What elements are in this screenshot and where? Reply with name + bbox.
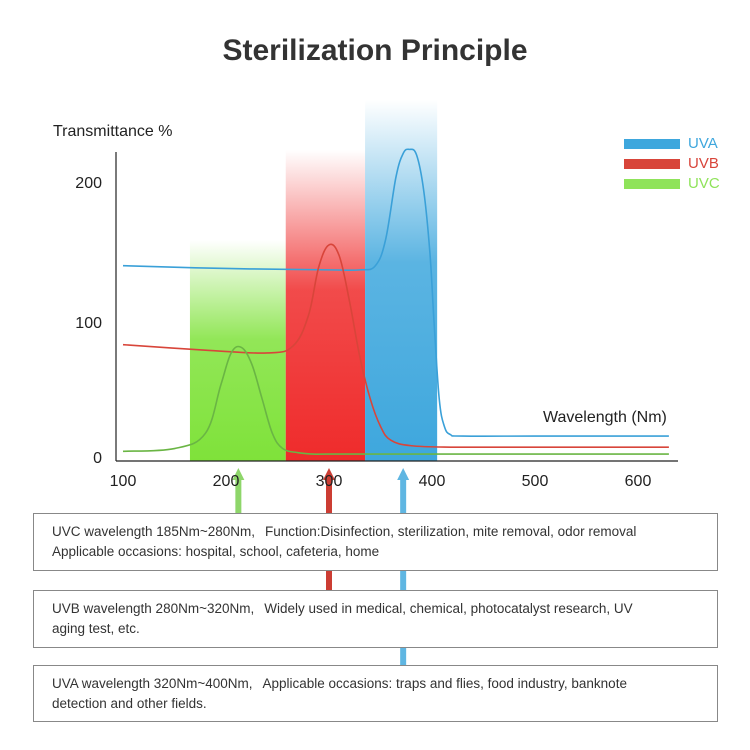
uva-wavelength-text: UVA wavelength 320Nm~400Nm,	[52, 676, 253, 691]
y-tick-label: 0	[93, 450, 102, 467]
uvb-wavelength-text: UVB wavelength 280Nm~320Nm,	[52, 601, 255, 616]
series-line-uvc	[122, 345, 669, 455]
band-uvb	[285, 150, 366, 461]
uvb-usage-text: Widely used in medical, chemical, photoc…	[264, 601, 633, 616]
legend-label: UVC	[688, 175, 720, 192]
uva-occasions-text-continued: detection and other fields.	[52, 696, 207, 711]
uvb-usage-text-continued: aging test, etc.	[52, 621, 140, 636]
uvc-wavelength-text: UVC wavelength 185Nm~280Nm,	[52, 524, 255, 539]
arrow-uva	[397, 468, 410, 665]
legend-swatch	[624, 139, 680, 149]
x-axis-label: Wavelength (Nm)	[543, 409, 667, 426]
y-axis-label: Transmittance %	[53, 123, 172, 140]
chart-legend: UVA UVB UVC	[624, 134, 734, 194]
band-uva	[365, 100, 438, 461]
uvb-info-box: UVB wavelength 280Nm~320Nm, Widely used i…	[33, 590, 718, 648]
series-line-uva	[122, 148, 669, 437]
x-tick-label: 500	[522, 473, 549, 490]
uvc-occasions-text: Applicable occasions: hospital, school, …	[52, 544, 380, 559]
uvc-info-box: UVC wavelength 185Nm~280Nm, Function:Disi…	[33, 513, 718, 571]
y-tick-label: 100	[75, 315, 102, 332]
legend-label: UVB	[688, 155, 719, 172]
legend-swatch	[624, 179, 680, 189]
x-tick-label: 400	[419, 473, 446, 490]
x-tick-label: 100	[110, 473, 137, 490]
uva-occasions-text: Applicable occasions: traps and flies, f…	[262, 676, 627, 691]
y-tick-label: 200	[75, 175, 102, 192]
legend-swatch	[624, 159, 680, 169]
uvc-function-text: Function:Disinfection, sterilization, mi…	[264, 524, 637, 539]
arrow-uvc	[232, 468, 245, 513]
x-tick-label: 200	[213, 473, 240, 490]
uva-info-box: UVA wavelength 320Nm~400Nm, Applicable oc…	[33, 665, 718, 722]
legend-item-uvc: UVC	[624, 174, 734, 194]
x-tick-label: 300	[316, 473, 343, 490]
legend-item-uva: UVA	[624, 134, 734, 154]
series-line-uvb	[122, 243, 669, 449]
legend-label: UVA	[688, 135, 718, 152]
legend-item-uvb: UVB	[624, 154, 734, 174]
x-tick-label: 600	[625, 473, 652, 490]
page-title: Sterilization Principle	[222, 34, 528, 67]
